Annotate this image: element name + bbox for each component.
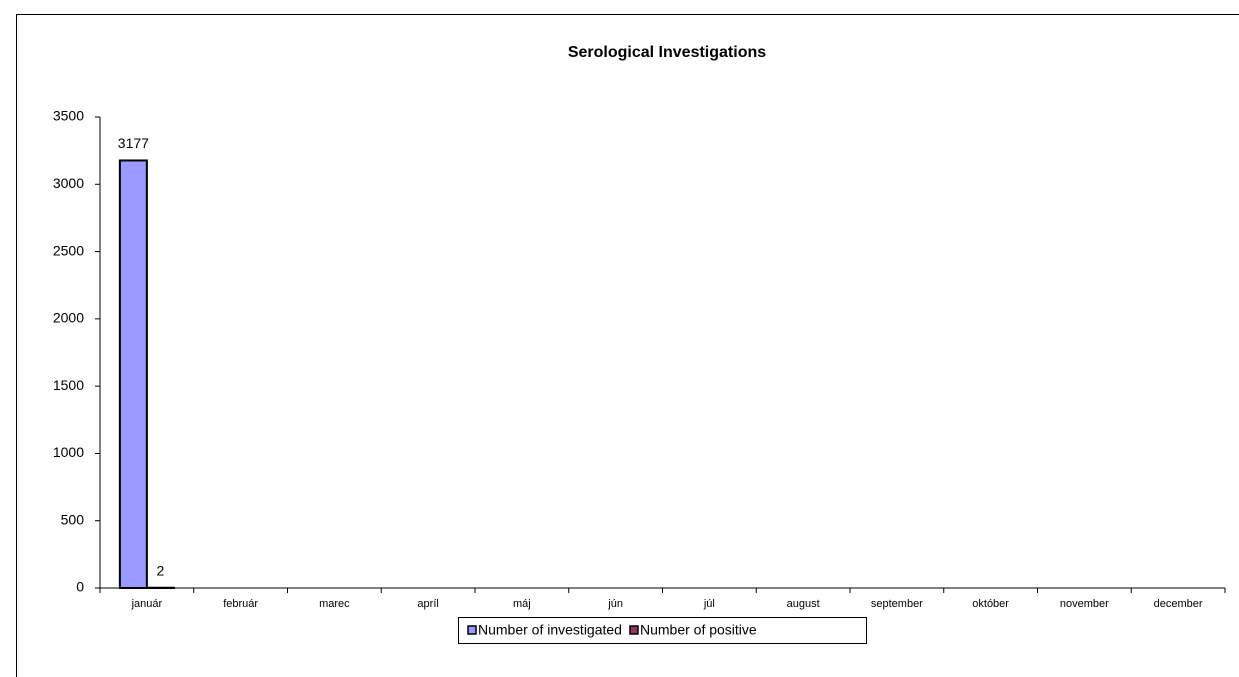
y-tick-label: 1000	[53, 444, 84, 460]
y-tick-label: 500	[61, 511, 85, 527]
y-tick-label: 2500	[53, 242, 84, 258]
x-tick-label: apríl	[417, 598, 438, 610]
y-tick-label: 2000	[53, 310, 84, 326]
y-tick-label: 0	[76, 579, 84, 595]
x-tick-label: marec	[319, 598, 350, 610]
y-tick-label: 1500	[53, 377, 84, 393]
x-tick-label: august	[787, 598, 820, 610]
x-tick-label: september	[871, 598, 923, 610]
legend-swatch	[629, 625, 639, 635]
x-tick-label: december	[1154, 598, 1203, 610]
chart-border	[16, 14, 1239, 677]
x-tick-label: november	[1060, 598, 1109, 610]
chart-title: Serological Investigations	[568, 44, 766, 61]
legend-swatch	[467, 625, 477, 635]
legend-label: Number of investigated	[478, 622, 622, 638]
data-label: 3177	[118, 135, 149, 151]
x-tick-label: február	[223, 598, 258, 610]
x-tick-label: október	[972, 598, 1009, 610]
y-tick-label: 3000	[53, 175, 84, 191]
x-tick-label: jún	[607, 598, 623, 610]
legend-label: Number of positive	[640, 622, 757, 638]
bar	[118, 159, 148, 589]
x-tick-label: júl	[703, 598, 715, 610]
legend-box	[458, 617, 867, 644]
x-tick-label: máj	[513, 598, 531, 610]
x-tick-label: január	[131, 598, 163, 610]
data-label: 2	[156, 562, 164, 578]
y-tick-label: 3500	[53, 108, 84, 124]
